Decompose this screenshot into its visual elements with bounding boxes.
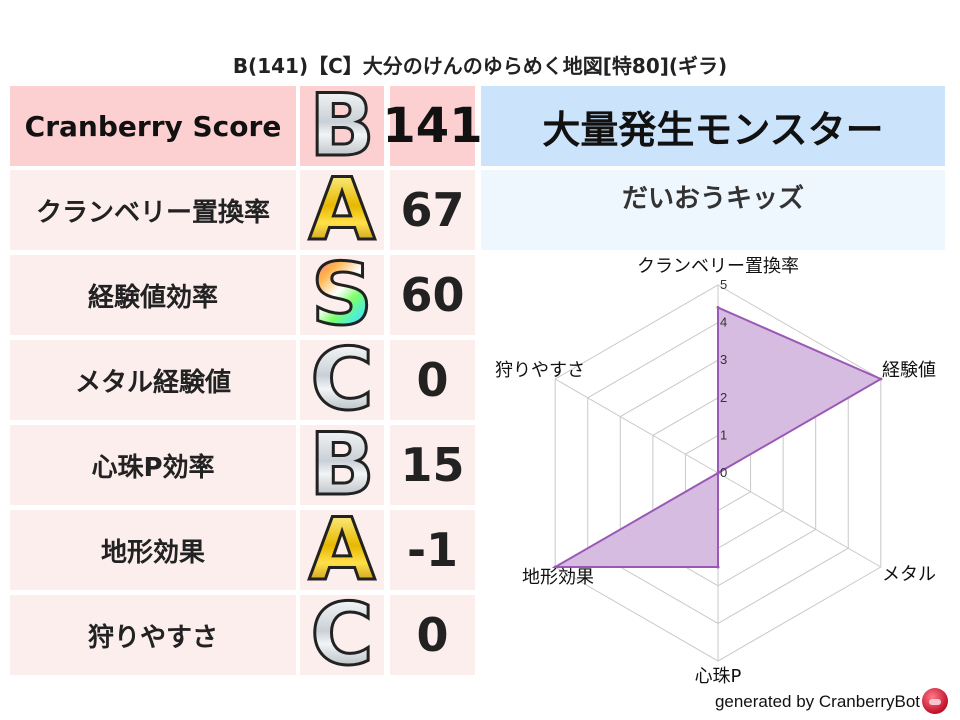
metric-grade-badge: S — [300, 245, 384, 345]
page-title: B(141)【C】大分のけんのゆらめく地図[特80](ギラ) — [232, 54, 728, 78]
footer-credit: generated by CranberryBot — [714, 692, 920, 711]
metric-label: メタル経験値 — [10, 340, 296, 420]
tick-label: 0 — [720, 465, 727, 480]
metric-label: 心珠P効率 — [10, 425, 296, 505]
data-point — [716, 306, 720, 310]
axis-label: 狩りやすさ — [495, 360, 585, 381]
tick-label: 1 — [720, 427, 727, 442]
grade-letter: B — [308, 76, 377, 176]
data-point — [553, 565, 557, 569]
data-area — [551, 306, 884, 568]
tick-label: 4 — [720, 315, 727, 330]
metric-grade-badge: C — [300, 330, 384, 430]
metric-grade-badge: A — [300, 500, 384, 600]
data-point — [716, 471, 720, 475]
axis-label: 心珠P — [695, 666, 742, 687]
metric-value: 0 — [390, 595, 475, 675]
axis-label: クランベリー置換率 — [637, 256, 799, 277]
metric-label: クランベリー置換率 — [10, 170, 296, 250]
axis-label: メタル — [882, 564, 936, 585]
metric-label: 経験値効率 — [10, 255, 296, 335]
metric-value: 60 — [390, 255, 475, 335]
data-point — [879, 377, 883, 381]
tick-label: 3 — [720, 352, 727, 367]
metric-value: 0 — [390, 340, 475, 420]
monster-name: だいおうキッズ — [481, 170, 945, 250]
grade-letter: A — [307, 160, 377, 260]
score-value: 141 — [382, 86, 483, 166]
score-grade-badge: B — [300, 76, 384, 176]
metric-grade-badge: B — [300, 415, 384, 515]
grade-letter: C — [309, 585, 375, 685]
metric-value: 15 — [390, 425, 475, 505]
metric-value: -1 — [390, 510, 475, 590]
grade-letter: S — [310, 245, 375, 345]
metric-label: 狩りやすさ — [10, 595, 296, 675]
data-point — [716, 565, 720, 569]
tick-label: 2 — [720, 390, 727, 405]
tick-label: 5 — [720, 277, 727, 292]
metric-grade-badge: C — [300, 585, 384, 685]
axis-label: 経験値 — [882, 360, 936, 381]
monster-heading: 大量発生モンスター — [481, 86, 945, 166]
metric-grade-badge: A — [300, 160, 384, 260]
metric-value: 67 — [390, 170, 475, 250]
grid-spoke — [554, 378, 719, 474]
cranberry-bot-logo-icon — [922, 688, 948, 714]
metric-label: 地形効果 — [10, 510, 296, 590]
grade-letter: C — [309, 330, 375, 430]
score-label: Cranberry Score — [10, 86, 296, 166]
axis-label: 地形効果 — [522, 567, 594, 588]
grade-letter: A — [307, 500, 377, 600]
grid-spoke — [717, 472, 882, 568]
grade-letter: B — [308, 415, 377, 515]
